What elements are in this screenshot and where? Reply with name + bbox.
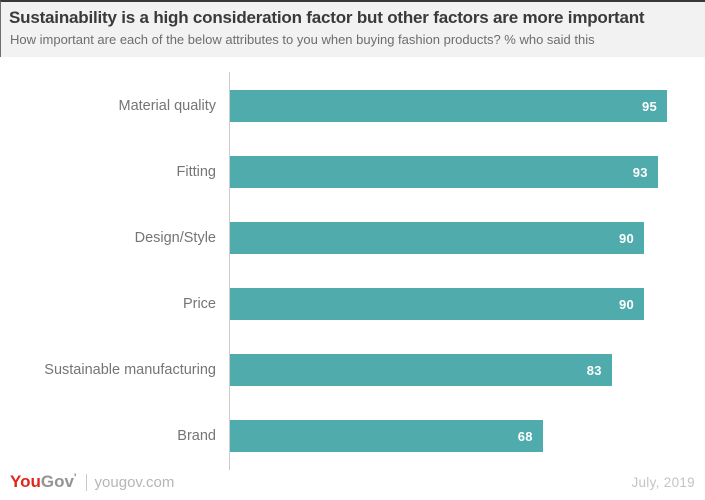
bar-row: Price 90 xyxy=(0,288,705,320)
chart-subtitle: How important are each of the below attr… xyxy=(10,32,595,47)
bar: 90 xyxy=(230,288,644,320)
logo-prime-mark: ' xyxy=(73,472,77,484)
bar-track: 83 xyxy=(230,354,690,386)
bar-rows: Material quality 95 Fitting 93 Design/Style 9… xyxy=(0,57,705,452)
yougov-logo: YouGov' xyxy=(10,472,77,492)
category-label: Design/Style xyxy=(134,230,216,246)
chart-footer: YouGov' yougov.com July, 2019 xyxy=(0,466,705,500)
bar: 93 xyxy=(230,156,658,188)
bar-row: Material quality 95 xyxy=(0,90,705,122)
category-label: Brand xyxy=(177,428,216,444)
value-label: 90 xyxy=(618,230,634,246)
footer-divider xyxy=(85,473,87,491)
footer-left: YouGov' yougov.com xyxy=(10,472,174,492)
category-label: Fitting xyxy=(176,164,217,180)
bar-row: Fitting 93 xyxy=(0,156,705,188)
category-label: Material quality xyxy=(118,98,216,114)
bar-row: Sustainable manufacturing 83 xyxy=(0,354,705,386)
value-label: 83 xyxy=(586,362,602,378)
value-label: 93 xyxy=(632,164,648,180)
logo-gov: Gov xyxy=(40,472,74,491)
date-label: July, 2019 xyxy=(631,475,695,490)
bar-track: 90 xyxy=(230,222,690,254)
bar-chart: Material quality 95 Fitting 93 Design/Style 9… xyxy=(0,57,705,470)
yougov-url: yougov.com xyxy=(94,473,175,491)
bar-row: Design/Style 90 xyxy=(0,222,705,254)
bar-row: Brand 68 xyxy=(0,420,705,452)
chart-title: Sustainability is a high consideration f… xyxy=(9,8,645,27)
bar: 95 xyxy=(230,90,667,122)
chart-header: Sustainability is a high consideration f… xyxy=(0,0,705,57)
bar: 83 xyxy=(230,354,612,386)
value-label: 68 xyxy=(517,428,533,444)
bar-track: 95 xyxy=(230,90,690,122)
category-label: Price xyxy=(182,296,216,312)
bar-track: 90 xyxy=(230,288,690,320)
logo-you: You xyxy=(10,472,41,491)
bar-track: 68 xyxy=(230,420,690,452)
y-axis-line xyxy=(229,72,230,470)
bar: 68 xyxy=(230,420,543,452)
category-label: Sustainable manufacturing xyxy=(44,362,216,378)
value-label: 95 xyxy=(641,98,657,114)
bar-track: 93 xyxy=(230,156,690,188)
value-label: 90 xyxy=(618,296,634,312)
bar: 90 xyxy=(230,222,644,254)
